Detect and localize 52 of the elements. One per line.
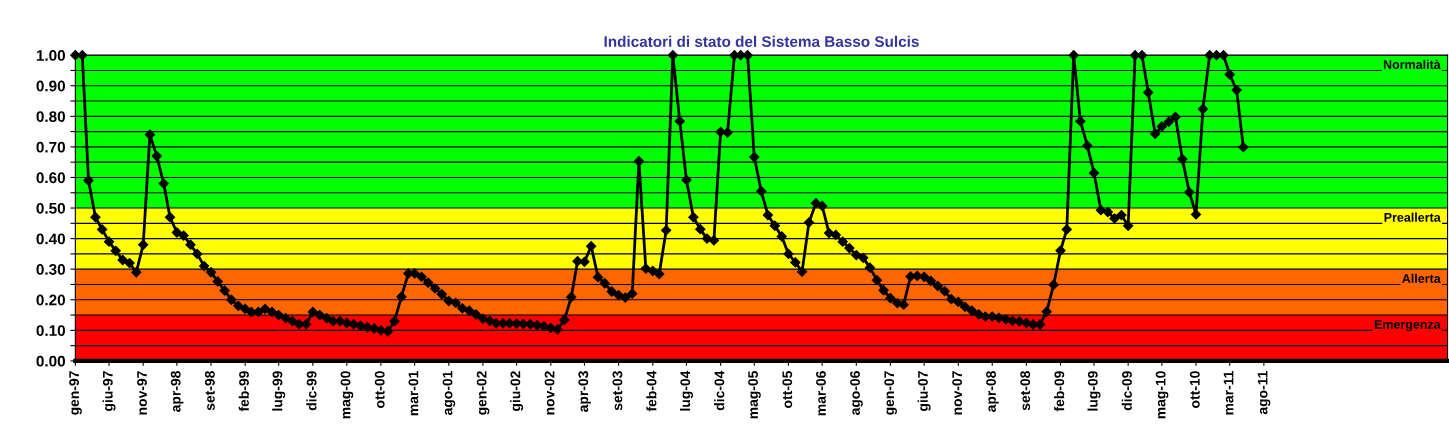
x-tick-label: ott-10 xyxy=(1189,371,1200,408)
x-tick-label: lug-04 xyxy=(679,370,693,411)
x-tick-label: mar-01 xyxy=(408,371,419,416)
x-tick-label: gen-97 xyxy=(69,371,82,415)
x-tick-label: ott-00 xyxy=(374,371,385,408)
x-tick-label: apr-98 xyxy=(170,371,184,412)
x-tick-label: dic-99 xyxy=(306,371,317,411)
y-tick-label: 0.20 xyxy=(36,294,65,306)
x-tick-label: lug-09 xyxy=(1087,371,1101,411)
y-tick-label: 0.10 xyxy=(36,325,65,337)
x-tick-label: ago-11 xyxy=(1257,371,1271,415)
x-tick-label: set-03 xyxy=(612,371,623,411)
x-tick-label: dic-09 xyxy=(1121,371,1132,411)
band-label: Normalità xyxy=(1383,59,1441,69)
x-tick-label: ago-06 xyxy=(850,371,863,415)
x-tick-label: feb-04 xyxy=(646,370,657,412)
x-tick-label: gen-02 xyxy=(476,371,490,415)
y-tick-label: 0.90 xyxy=(36,80,65,92)
x-tick-label: nov-97 xyxy=(137,371,147,415)
x-tick-label: lug-99 xyxy=(272,371,286,411)
x-tick-label: gen-07 xyxy=(884,371,897,415)
y-tick-label: 0.00 xyxy=(36,355,65,367)
band-label: Emergenza xyxy=(1374,320,1441,332)
y-tick-label: 0.30 xyxy=(36,264,65,275)
x-tick-label: feb-09 xyxy=(1054,371,1065,412)
x-tick-label: ott-05 xyxy=(782,371,793,408)
y-tick-label: 0.80 xyxy=(36,111,65,123)
x-tick-label: apr-03 xyxy=(578,371,591,412)
x-tick-label: nov-02 xyxy=(544,371,555,415)
chart-title: Indicatori di stato del Sistema Basso Sulcis xyxy=(604,35,919,47)
y-tick-label: 0.70 xyxy=(36,141,65,153)
y-tick-label: 1.00 xyxy=(36,50,65,61)
x-tick-label: mag-05 xyxy=(748,371,761,419)
x-tick-label: set-98 xyxy=(204,371,215,411)
y-tick-label: 0.50 xyxy=(36,202,65,214)
x-tick-label: mar-11 xyxy=(1223,371,1234,415)
band-label: Preallerta xyxy=(1384,212,1441,222)
y-tick-label: 0.40 xyxy=(36,233,65,245)
x-tick-label: apr-08 xyxy=(986,371,999,412)
x-tick-label: mar-06 xyxy=(816,371,826,416)
x-tick-label: ago-01 xyxy=(442,371,456,415)
x-tick-label: giu-02 xyxy=(510,371,524,411)
x-tick-label: giu-07 xyxy=(917,371,931,411)
x-tick-label: mag-10 xyxy=(1155,371,1169,419)
x-tick-label: giu-97 xyxy=(102,371,116,411)
x-tick-label: mag-00 xyxy=(340,371,354,419)
x-tick-label: nov-07 xyxy=(952,371,963,415)
y-tick-label: 0.60 xyxy=(36,172,65,184)
band-label: Allerta xyxy=(1402,273,1441,283)
x-tick-label: feb-99 xyxy=(238,371,249,412)
x-tick-label: dic-04 xyxy=(714,370,725,411)
x-tick-label: set-08 xyxy=(1020,371,1031,411)
